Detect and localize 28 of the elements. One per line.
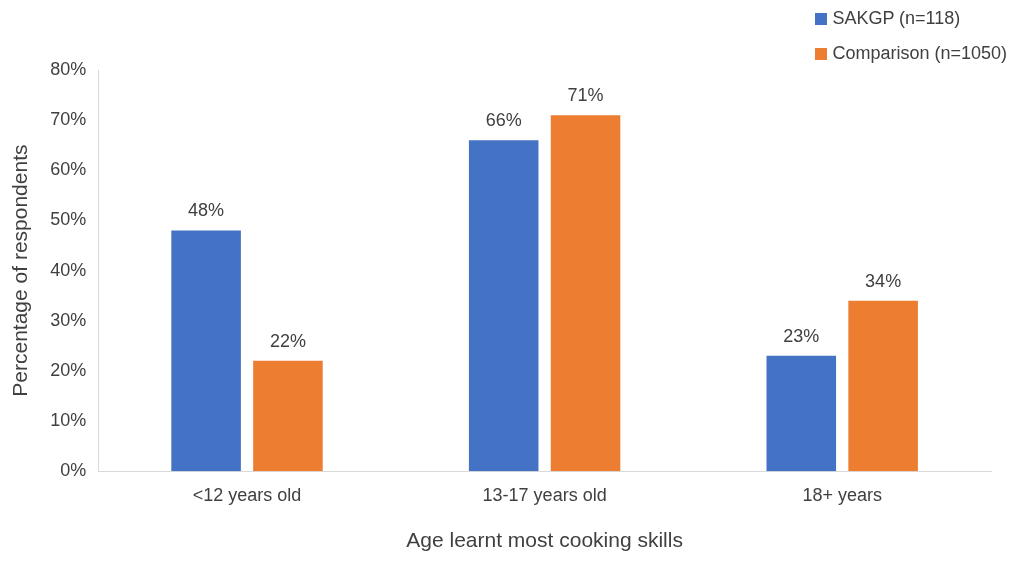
y-tick-label: 30% — [50, 309, 87, 330]
x-tick-label: 13-17 years old — [482, 484, 607, 505]
y-tick-label: 40% — [50, 259, 87, 280]
bar — [171, 230, 241, 472]
legend-label: SAKGP (n=118) — [832, 8, 961, 29]
data-label: 48% — [188, 200, 225, 221]
bar — [766, 355, 837, 472]
data-label: 34% — [865, 270, 902, 291]
legend-label: Comparison (n=1050) — [832, 43, 1007, 64]
data-label: 23% — [783, 325, 820, 346]
y-tick-label: 10% — [50, 410, 87, 431]
data-label: 22% — [269, 330, 306, 351]
bar — [468, 140, 539, 472]
x-tick-label: 18+ years — [802, 484, 882, 505]
x-axis-title: Age learnt most cooking skills — [406, 528, 683, 552]
x-tick-label: <12 years old — [192, 484, 302, 505]
data-label: 66% — [485, 110, 522, 131]
y-tick-label: 60% — [50, 159, 87, 180]
y-axis-title: Percentage of respondents — [8, 144, 32, 397]
bar — [253, 360, 323, 472]
y-tick-label: 50% — [50, 209, 87, 230]
y-tick-label: 80% — [50, 58, 87, 79]
y-tick-label: 70% — [50, 109, 87, 130]
y-tick-label: 20% — [50, 359, 87, 380]
y-tick-label: 0% — [60, 460, 87, 481]
data-label: 71% — [567, 85, 604, 106]
bar — [550, 115, 621, 472]
bar — [848, 300, 918, 472]
